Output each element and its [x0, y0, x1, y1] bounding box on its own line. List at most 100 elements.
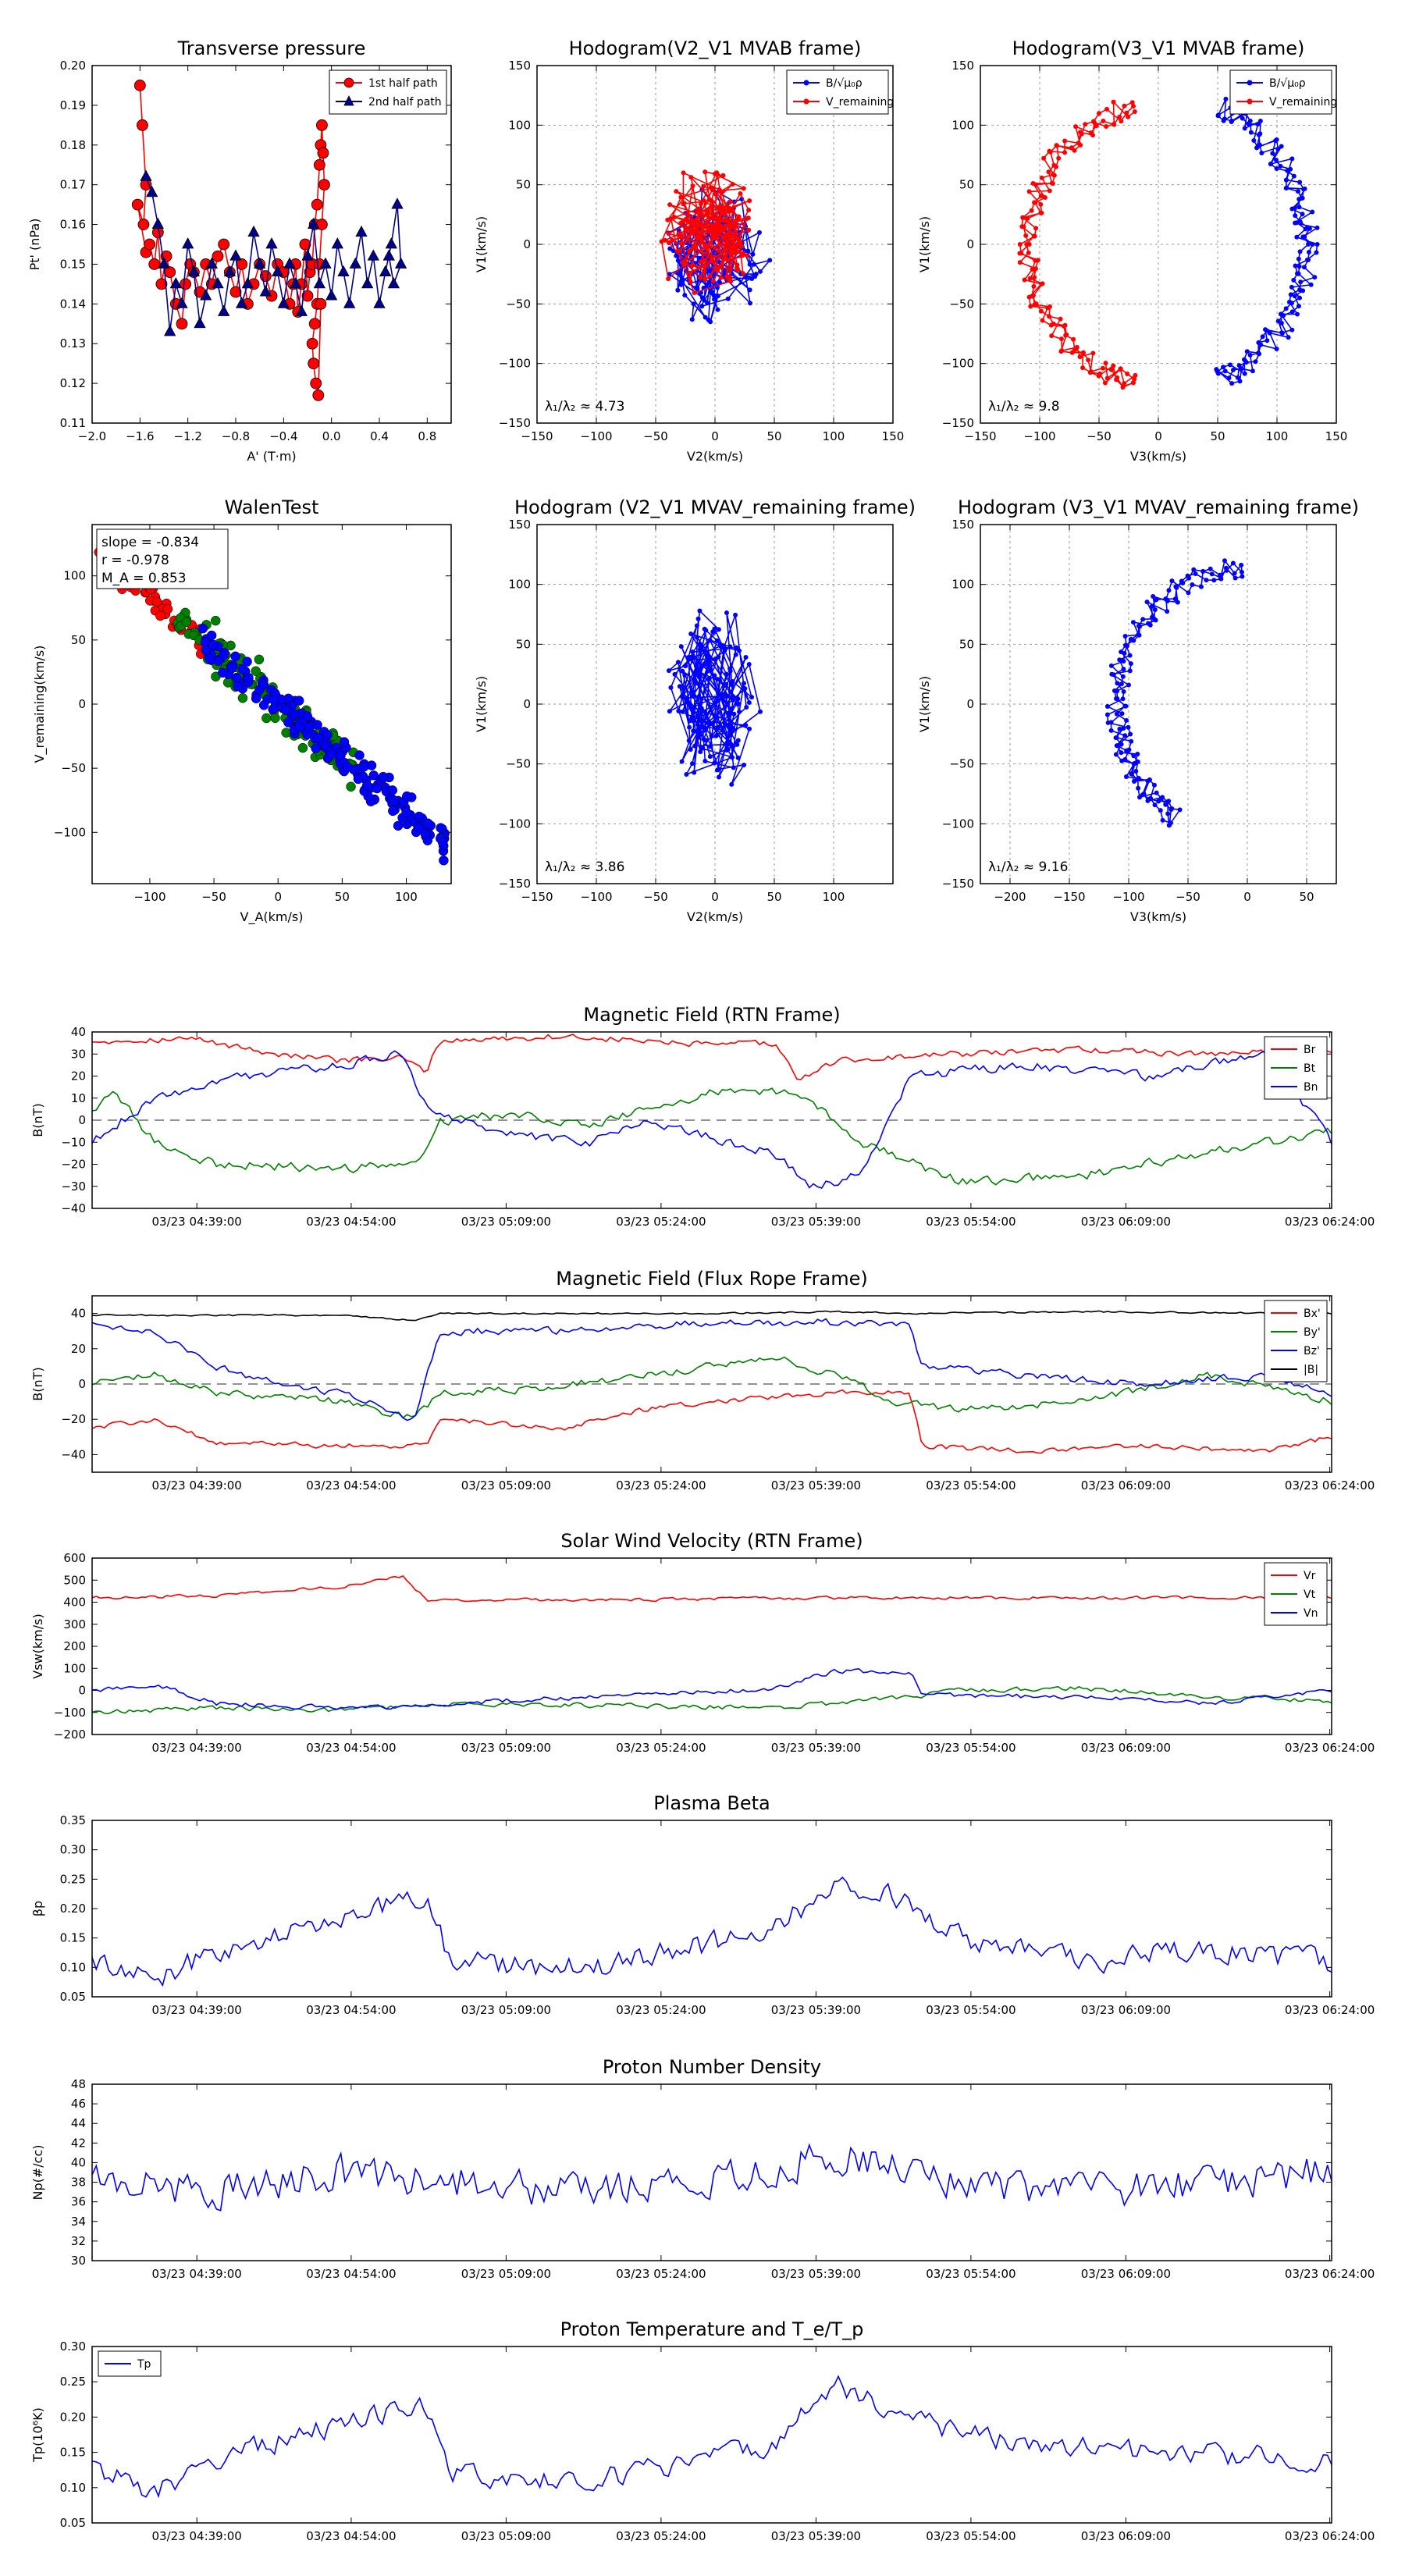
bfr-series-Bz-line — [91, 1318, 1332, 1421]
hodo2-point — [1289, 301, 1294, 306]
bfield-plot-border — [91, 1031, 1332, 1209]
pt-point — [308, 358, 320, 370]
hodo1-point — [702, 258, 708, 263]
hodo4-ytick-label: −100 — [942, 817, 974, 831]
hodo4-point — [1185, 573, 1190, 578]
np-ytick-label: 38 — [71, 2176, 86, 2190]
hodo4-point — [1108, 663, 1114, 668]
hodo4-point — [1131, 778, 1136, 784]
vsw-xtick-label: 03/23 05:39:00 — [771, 1741, 861, 1755]
hodo2-point — [1033, 226, 1039, 231]
np-ytick-label: 30 — [71, 2254, 86, 2268]
hodo4-point — [1121, 689, 1126, 695]
hodo4-point — [1198, 584, 1204, 589]
vsw-ytick-label: 200 — [63, 1639, 86, 1653]
hodo2-point — [1027, 276, 1033, 281]
hodo3-point — [729, 754, 735, 760]
tp-title: Proton Temperature and T_e/T_p — [560, 2318, 864, 2340]
hodo2-point — [1304, 257, 1310, 262]
hodo1-point — [739, 244, 745, 249]
hodo4-point — [1119, 711, 1125, 717]
hodo4-ytick-label: −50 — [949, 757, 974, 771]
hodo1-point — [678, 240, 684, 246]
walen-point — [322, 730, 333, 740]
walen-point — [258, 700, 269, 710]
hodo2-point — [1274, 347, 1279, 352]
pt-point — [283, 257, 296, 269]
hodo1-point — [692, 219, 697, 224]
hodo2-point — [1062, 138, 1068, 144]
hodo1-xtick-label: 0 — [711, 429, 719, 443]
bfield-title: Magnetic Field (RTN Frame) — [583, 1004, 840, 1026]
pt-xtick-label: 0.0 — [322, 429, 341, 443]
hodo1-point — [666, 231, 671, 237]
hodo3-title: Hodogram (V2_V1 MVAV_remaining frame) — [514, 496, 916, 518]
pt-xtick-label: 0.4 — [370, 429, 389, 443]
hodo4-point — [1223, 565, 1229, 571]
hodo3-point — [728, 742, 734, 747]
hodo2-point — [1038, 201, 1044, 207]
hodo3-point — [686, 656, 692, 662]
hodo2-point — [1097, 111, 1102, 116]
hodo1-point — [666, 240, 671, 246]
hodo2-point — [1239, 366, 1244, 372]
beta-ytick-label: 0.35 — [60, 1813, 86, 1827]
hodo3-point — [735, 701, 740, 706]
hodo4-point — [1115, 688, 1120, 694]
hodo1-ytick-label: −150 — [499, 416, 531, 430]
hodo3-point — [707, 754, 713, 760]
tp-xtick-label: 03/23 05:24:00 — [616, 2529, 706, 2543]
hodo4-point — [1240, 574, 1245, 579]
walen-point — [353, 774, 364, 785]
pt-point — [187, 265, 201, 277]
hodo2-point — [1051, 321, 1056, 326]
hodo4-point — [1208, 566, 1213, 571]
hodo3-point — [731, 765, 736, 770]
hodo2-point — [1017, 260, 1023, 265]
hodo1-point — [692, 247, 698, 252]
hodo2-point — [1240, 116, 1245, 121]
hodo2-annotation: λ₁/λ₂ ≈ 9.8 — [988, 399, 1060, 415]
hodo2-point — [1259, 150, 1264, 155]
pt-xtick-label: −0.4 — [269, 429, 297, 443]
bfield-xtick-label: 03/23 04:39:00 — [151, 1215, 241, 1229]
np-ytick-label: 48 — [71, 2077, 86, 2091]
hodo3-point — [721, 645, 727, 650]
vsw-ylabel: Vsw(km/s) — [30, 1614, 45, 1678]
bfield-ytick-label: 0 — [78, 1113, 86, 1127]
hodo3-point — [742, 681, 747, 686]
hodo1-point — [745, 248, 751, 254]
hodo3-point — [724, 747, 730, 753]
walen-xtick-label: 100 — [395, 890, 418, 904]
bfr-ytick-label: −20 — [61, 1412, 86, 1426]
hodo1-point — [724, 274, 730, 279]
hodo3-point — [690, 649, 695, 655]
hodo3-point — [713, 733, 719, 738]
hodo2-point — [1132, 109, 1137, 114]
vsw-xtick-label: 03/23 05:24:00 — [616, 1741, 706, 1755]
pt-point — [317, 147, 329, 159]
hodo3-point — [672, 671, 678, 677]
hodo1-legend-marker — [803, 80, 809, 86]
walen-point — [368, 770, 379, 781]
hodo2-point — [1308, 282, 1314, 287]
hodo2-point — [1275, 146, 1281, 151]
hodo3-point — [737, 709, 742, 714]
hodo4-point — [1114, 743, 1119, 749]
hodo2-point — [1297, 219, 1303, 225]
hodo4-point — [1151, 593, 1156, 599]
hodo1-point — [702, 315, 708, 320]
hodo3-point — [695, 635, 700, 640]
hodo2-point — [1270, 151, 1275, 156]
hodo2-point — [1101, 119, 1106, 124]
hodo2-point — [1223, 96, 1229, 101]
hodo2-point — [1120, 385, 1126, 390]
hodo4-ytick-label: 100 — [951, 578, 974, 592]
pt-legend-box — [329, 69, 447, 115]
hodo3-point — [695, 722, 700, 728]
pt-point — [235, 297, 248, 308]
hodo2-point — [1026, 189, 1032, 194]
hodo3-point — [743, 655, 749, 660]
hodo1-point — [725, 296, 731, 301]
walen-point — [237, 664, 247, 674]
